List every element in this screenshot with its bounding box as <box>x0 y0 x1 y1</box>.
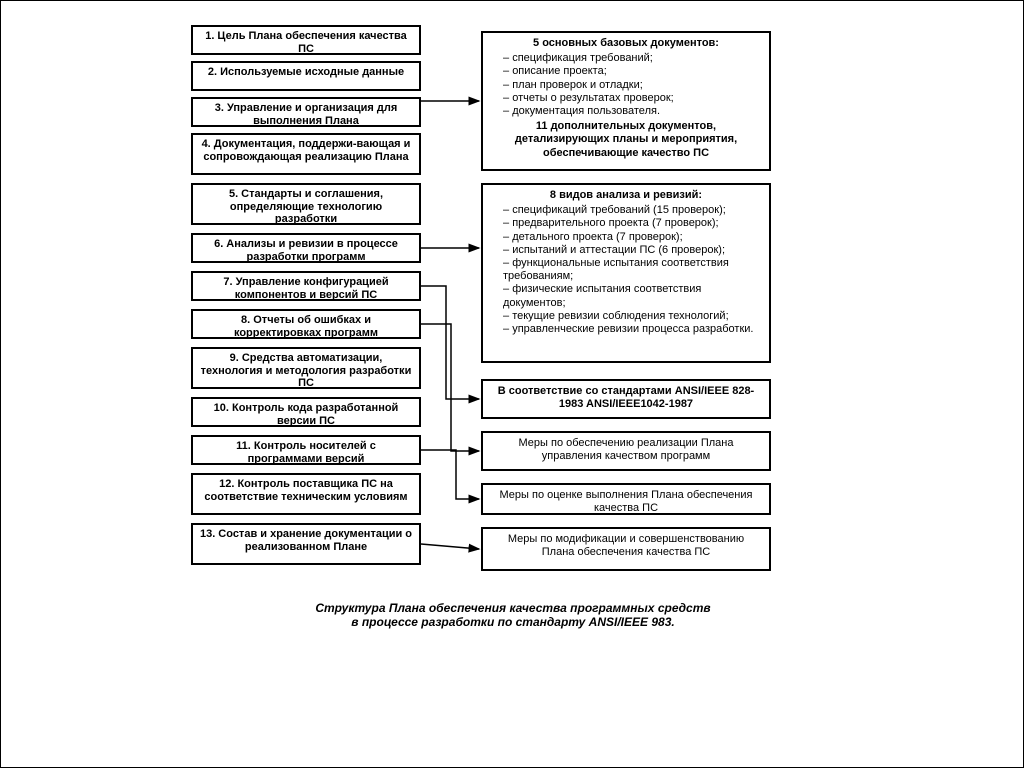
detail-1-heading: 5 основных базовых документов: <box>491 37 761 50</box>
list-item: спецификация требований; <box>503 52 761 65</box>
box-11: 11. Контроль носителей с программами вер… <box>191 435 421 465</box>
box-9: 9. Средства автоматизации, технология и … <box>191 347 421 389</box>
list-item: функциональные испытания соответствия тр… <box>503 257 761 283</box>
list-item: текущие ревизии соблюдения технологий; <box>503 310 761 323</box>
list-item: предварительного проекта (7 проверок); <box>503 217 761 230</box>
detail-1: 5 основных базовых документов: специфика… <box>481 31 771 171</box>
box-8: 8. Отчеты об ошибках и корректировках пр… <box>191 309 421 339</box>
detail-1-list: спецификация требований; описание проект… <box>491 52 761 118</box>
list-item: детального проекта (7 проверок); <box>503 231 761 244</box>
list-item: физические испытания соответствия докуме… <box>503 283 761 309</box>
detail-2-heading: 8 видов анализа и ревизий: <box>491 189 761 202</box>
detail-2: 8 видов анализа и ревизий: спецификаций … <box>481 183 771 363</box>
box-7: 7. Управление конфигурацией компонентов … <box>191 271 421 301</box>
list-item: управленческие ревизии процесса разработ… <box>503 323 761 336</box>
box-4: 4. Документация, поддержи-вающая и сопро… <box>191 133 421 175</box>
list-item: спецификаций требований (15 проверок); <box>503 204 761 217</box>
box-6: 6. Анализы и ревизии в процессе разработ… <box>191 233 421 263</box>
list-item: отчеты о результатах проверок; <box>503 92 761 105</box>
box-5: 5. Стандарты и соглашения, определяющие … <box>191 183 421 225</box>
detail-2-list: спецификаций требований (15 проверок); п… <box>491 204 761 336</box>
detail-3: В соответствие со стандартами ANSI/IEEE … <box>481 379 771 419</box>
detail-4: Меры по обеспечению реализации Плана упр… <box>481 431 771 471</box>
list-item: документация пользователя. <box>503 105 761 118</box>
box-13: 13. Состав и хранение документации о реа… <box>191 523 421 565</box>
list-item: испытаний и аттестации ПС (6 проверок); <box>503 244 761 257</box>
caption-line2: в процессе разработки по стандарту ANSI/… <box>351 615 674 629</box>
detail-5: Меры по оценке выполнения Плана обеспече… <box>481 483 771 515</box>
box-2: 2. Используемые исходные данные <box>191 61 421 91</box>
diagram-page: 1. Цель Плана обеспечения качества ПС 2.… <box>0 0 1024 768</box>
detail-1-heading2: 11 дополнительных документов, детализиру… <box>491 120 761 160</box>
box-1: 1. Цель Плана обеспечения качества ПС <box>191 25 421 55</box>
figure-caption: Структура Плана обеспечения качества про… <box>213 601 813 629</box>
box-12: 12. Контроль поставщика ПС на соответств… <box>191 473 421 515</box>
list-item: план проверок и отладки; <box>503 79 761 92</box>
detail-6: Меры по модификации и совершенствованию … <box>481 527 771 571</box>
caption-line1: Структура Плана обеспечения качества про… <box>315 601 710 615</box>
list-item: описание проекта; <box>503 65 761 78</box>
box-10: 10. Контроль кода разработанной версии П… <box>191 397 421 427</box>
box-3: 3. Управление и организация для выполнен… <box>191 97 421 127</box>
